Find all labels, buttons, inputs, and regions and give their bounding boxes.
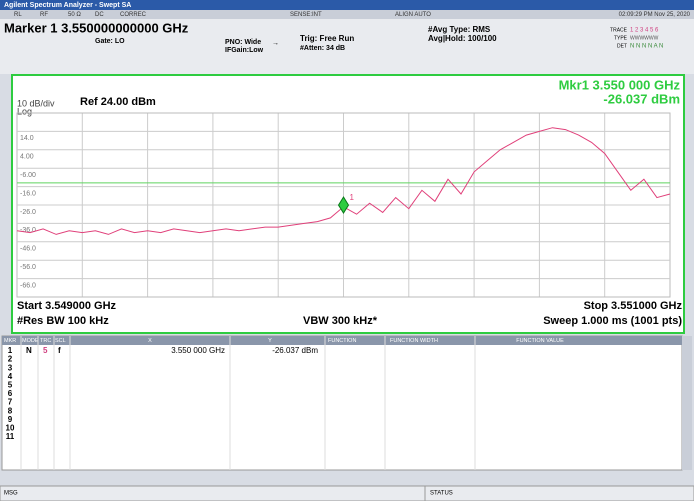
det-label: DET [617, 43, 627, 49]
status-item: RL [14, 12, 22, 18]
y-tick-label: 4.00 [20, 154, 34, 161]
table-cell: -26.037 dBm [272, 346, 318, 355]
type-label: TYPE [614, 35, 628, 41]
y-tick-label: 14.0 [20, 135, 34, 142]
scrollbar[interactable] [682, 336, 692, 470]
table-header [2, 336, 682, 345]
table-cell: 3.550 000 GHz [171, 346, 225, 355]
title-bar [0, 0, 694, 10]
status-item: ALIGN AUTO [395, 12, 431, 18]
column-header: MKR [4, 338, 16, 344]
column-header: FUNCTION [328, 338, 356, 344]
table-cell: 11 [6, 432, 15, 441]
marker-amplitude: -26.037 dBm [603, 91, 680, 106]
scale: 10 dB/div [17, 98, 55, 108]
table-cell: 2 [8, 355, 13, 364]
sweep: Sweep 1.000 ms (1001 pts) [543, 315, 682, 327]
table-cell: 5 [8, 381, 13, 390]
arrow: → [272, 40, 279, 47]
ifgain: IFGain:Low [225, 47, 264, 54]
marker-heading: Marker 1 3.550000000000 GHz [4, 20, 189, 35]
type-vals: WWWWWW [630, 35, 659, 41]
table-cell: 5 [43, 346, 48, 355]
table-cell: 7 [8, 398, 13, 407]
table-cell: N [26, 346, 32, 355]
trace-label: TRACE [610, 27, 628, 33]
rbw: #Res BW 100 kHz [17, 315, 109, 327]
table-cell: 8 [8, 406, 13, 415]
det-vals: N N N N A N [630, 44, 663, 50]
y-tick-label: -46.0 [20, 246, 36, 253]
y-tick-label: -56.0 [20, 264, 36, 271]
y-tick-label: -26.0 [20, 209, 36, 216]
status: STATUS [430, 491, 453, 497]
y-tick-label: -6.00 [20, 172, 36, 179]
column-header: SCL [55, 338, 66, 344]
msg: MSG [4, 491, 18, 497]
table-cell: 10 [6, 424, 15, 433]
gate: Gate: LO [95, 38, 125, 45]
y-tick-label: -66.0 [20, 282, 36, 289]
status-item: CORREC [120, 12, 147, 18]
column-header: MODE [22, 338, 39, 344]
marker [337, 196, 350, 215]
marker-label: 1 [350, 193, 355, 202]
table-cell: 1 [8, 346, 13, 355]
avg-hold: Avg|Hold: 100/100 [428, 34, 497, 43]
marker-table [1, 335, 683, 471]
column-header: Y [268, 338, 272, 344]
stop: Stop 3.551000 GHz [584, 300, 683, 312]
table-cell: 3 [8, 363, 13, 372]
title: Agilent Spectrum Analyzer - Swept SA [4, 2, 131, 9]
reference: Ref 24.00 dBm [80, 96, 156, 108]
header-panel [0, 19, 694, 74]
status-item: RF [40, 12, 48, 18]
table-cell: 9 [8, 415, 13, 424]
start: Start 3.549000 GHz [17, 300, 117, 312]
table-cell: 4 [8, 372, 13, 381]
vbw: VBW 300 kHz* [303, 315, 378, 327]
marker-frequency: Mkr1 3.550 000 GHz [559, 77, 681, 92]
table-cell: f [58, 346, 61, 355]
y-tick-label: -36.0 [20, 227, 36, 234]
message-bar [0, 485, 694, 501]
datetime: 02:09:29 PM Nov 25, 2020 [619, 12, 691, 18]
column-header: FUNCTION VALUE [516, 338, 564, 344]
status-item: DC [95, 12, 104, 18]
atten: #Atten: 34 dB [300, 45, 345, 52]
status-item: SENSE:INT [290, 12, 322, 18]
y-tick-label: -16.0 [20, 190, 36, 197]
status-bar [0, 10, 694, 19]
status-item: 50 Ω [68, 12, 81, 18]
pno: PNO: Wide [225, 39, 261, 46]
trig: Trig: Free Run [300, 34, 354, 43]
table-cell: 6 [8, 389, 13, 398]
log: Log [17, 106, 32, 116]
column-header: X [148, 338, 152, 344]
avg-type: #Avg Type: RMS [428, 25, 491, 34]
trace-nums: 1 2 3 4 5 6 [630, 28, 659, 34]
column-header: FUNCTION WIDTH [390, 338, 438, 344]
column-header: TRC [40, 338, 51, 344]
